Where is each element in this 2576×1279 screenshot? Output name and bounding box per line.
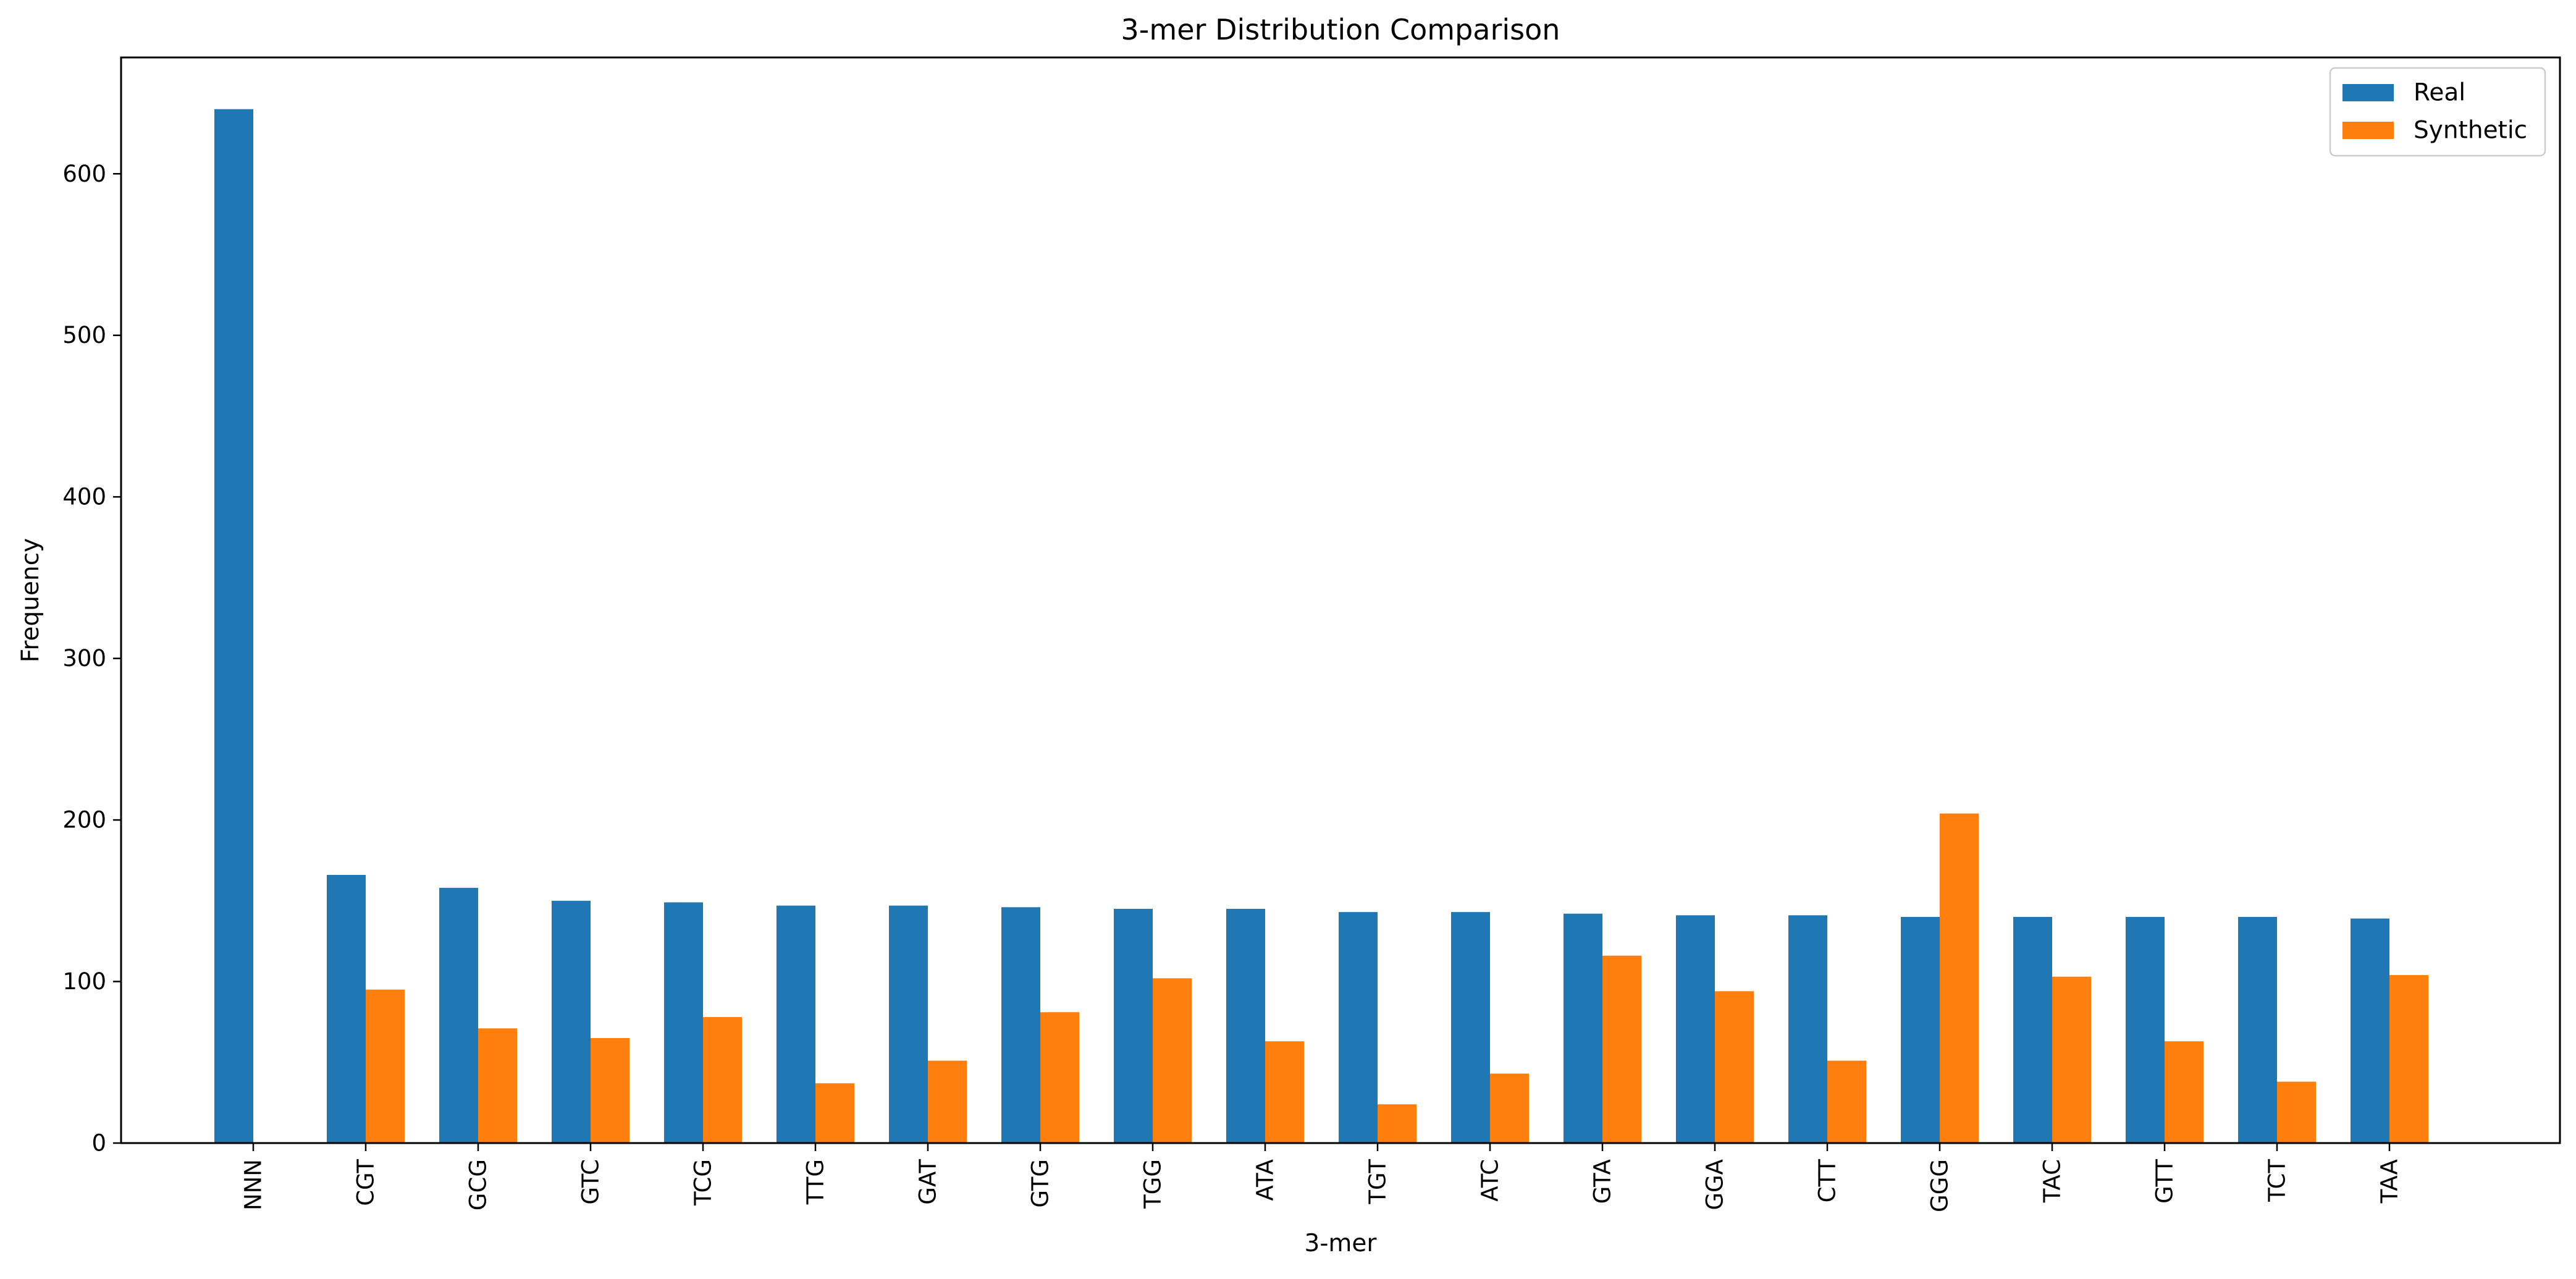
x-tick-label: CGT [353,1159,379,1206]
x-tick-label: GGA [1702,1159,1728,1210]
bar-real-gtt [2126,916,2165,1143]
bar-synthetic-tgt [1378,1104,1416,1143]
bar-synthetic-taa [2389,975,2428,1143]
bar-synthetic-ctt [1827,1060,1866,1143]
bar-real-tcg [664,902,703,1143]
x-tick-label: CTT [1814,1159,1841,1203]
x-tick-label: TGT [1365,1159,1391,1205]
bar-synthetic-gta [1602,955,1641,1143]
plot-frame [120,56,2561,1144]
x-tick-label: TAA [2376,1159,2403,1204]
bar-synthetic-tct [2277,1081,2316,1143]
legend: Real Synthetic [2329,67,2546,157]
x-tick-label: TAC [2039,1159,2066,1203]
bars-layer [214,109,2428,1144]
bar-synthetic-tgg [1153,978,1192,1143]
x-tick-label: TGG [1140,1159,1166,1209]
x-tick-label: ATC [1477,1159,1504,1202]
y-tick-label: 500 [62,322,106,348]
bar-real-taa [2351,918,2389,1143]
bar-real-cgt [327,874,366,1143]
bar-real-nnn [214,109,253,1144]
y-tick-label: 400 [62,484,106,510]
bar-real-atc [1451,912,1490,1143]
y-axis-label: Frequency [17,538,44,662]
x-tick-label: GGG [1927,1159,1953,1212]
ticks-layer: NNN CGT GCG GTC TCG TTG GAT GTG TGG ATA TGT ATC GTA G… [62,161,2402,1212]
bar-synthetic-ttg [815,1083,854,1143]
x-tick-label: TCG [690,1159,717,1206]
x-tick-label: GTG [1027,1159,1054,1208]
bar-synthetic-gga [1715,991,1754,1143]
bar-real-ggg [1901,916,1940,1143]
bar-real-tgt [1339,912,1378,1143]
bar-synthetic-gtc [591,1038,629,1143]
x-tick-label: GCG [465,1159,492,1210]
bar-real-gat [889,905,928,1143]
x-tick-label: ATA [1252,1159,1279,1201]
bar-synthetic-cgt [366,989,405,1143]
bar-real-tgg [1114,908,1153,1143]
bar-real-ttg [777,905,815,1143]
bar-real-tct [2238,916,2277,1143]
y-tick-label: 600 [62,161,106,187]
chart-title: 3-mer Distribution Comparison [1121,13,1560,46]
bar-real-gcg [439,887,478,1143]
bar-real-gtc [552,900,591,1143]
bar-synthetic-ggg [1940,813,1979,1143]
bar-synthetic-atc [1490,1073,1529,1143]
x-tick-label: TTG [802,1159,829,1205]
x-tick-label: NNN [240,1159,267,1210]
bar-synthetic-tac [2052,976,2091,1143]
bar-real-tac [2013,916,2052,1143]
legend-label-real: Real [2414,79,2465,107]
bar-synthetic-gat [928,1060,967,1143]
bar-synthetic-gcg [478,1028,517,1143]
legend-label-synthetic: Synthetic [2414,117,2527,145]
bar-synthetic-gtt [2165,1041,2203,1143]
legend-swatch-synthetic [2342,122,2394,139]
bar-real-gga [1676,915,1715,1143]
bar-synthetic-ata [1265,1041,1304,1143]
bar-real-gta [1564,913,1602,1143]
bar-real-ata [1226,908,1265,1143]
bar-synthetic-tcg [703,1017,742,1143]
bar-synthetic-gtg [1040,1012,1079,1143]
x-tick-label: GTC [578,1159,604,1205]
bar-real-gtg [1001,907,1040,1143]
legend-swatch-real [2342,84,2394,101]
x-tick-label: GAT [915,1159,941,1205]
y-tick-label: 300 [62,645,106,672]
x-tick-label: GTT [2152,1159,2178,1204]
x-axis-label: 3-mer [1305,1230,1378,1257]
y-tick-label: 200 [62,807,106,834]
x-tick-label: GTA [1589,1159,1616,1204]
y-tick-label: 100 [62,968,106,995]
bar-real-ctt [1788,915,1827,1143]
x-tick-label: TCT [2264,1159,2291,1202]
y-tick-label: 0 [91,1130,106,1157]
